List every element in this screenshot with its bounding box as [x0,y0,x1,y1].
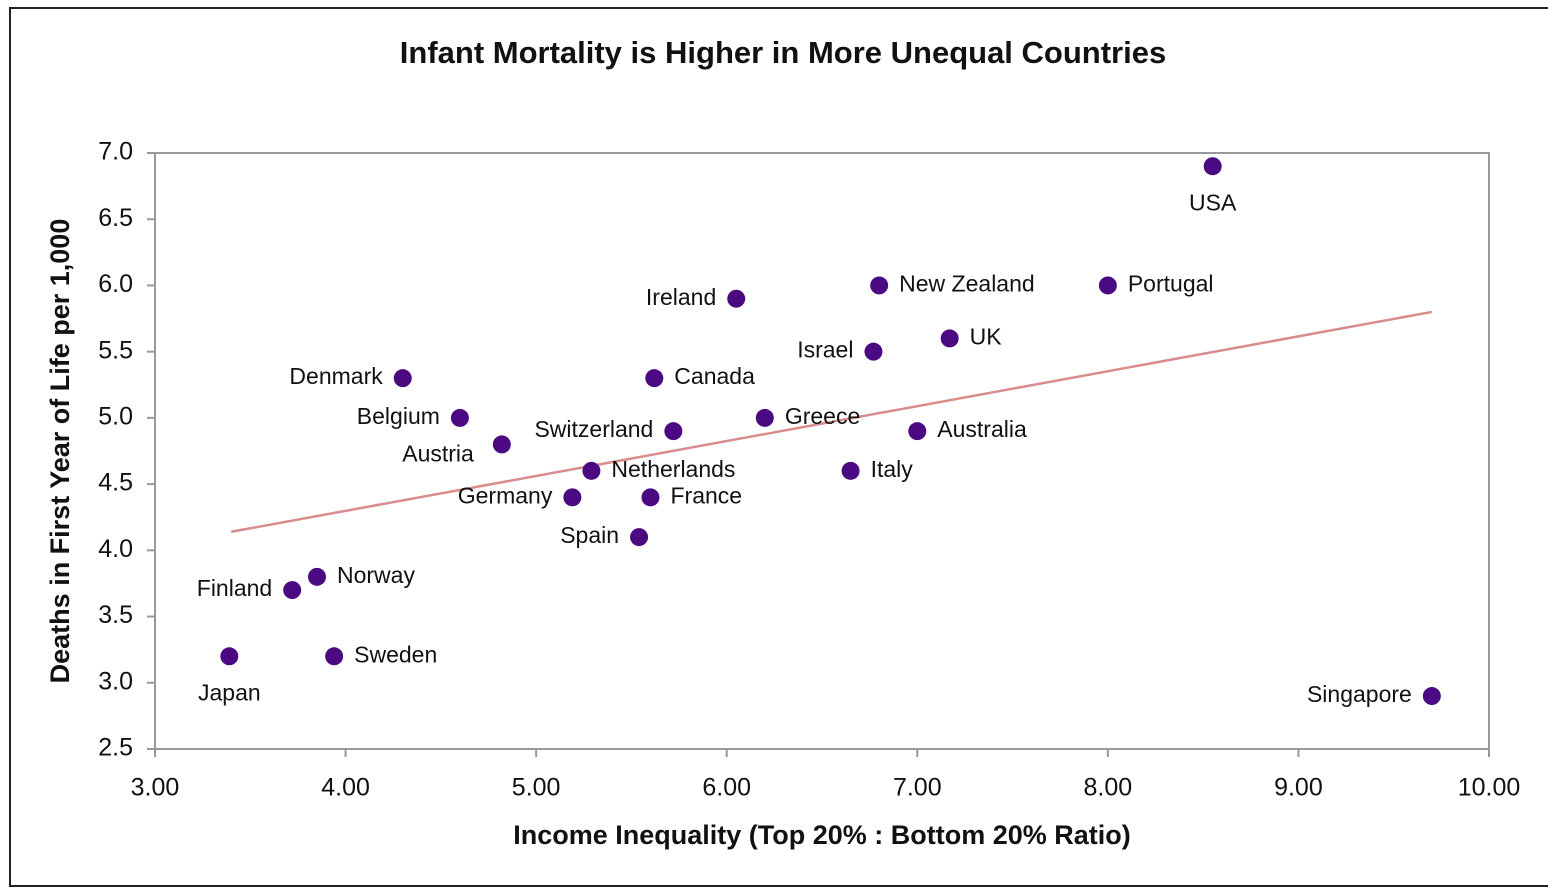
point-label: Singapore [1307,681,1412,707]
point-label: Greece [785,403,860,429]
point-label: New Zealand [899,271,1035,297]
point [1098,276,1117,295]
point [450,408,469,427]
point-label: Japan [198,679,261,705]
y-tick-label: 5.0 [98,402,133,430]
point-label: Finland [197,575,272,601]
x-tick-label: 6.00 [702,774,751,802]
y-tick-label: 2.5 [98,734,133,762]
x-tick-label: 7.00 [893,774,942,802]
x-tick-label: 10.00 [1458,774,1521,802]
y-axis-label: Deaths in First Year of Life per 1,000 [45,219,75,684]
point [645,369,664,388]
y-tick-label: 3.5 [98,601,133,629]
point [908,422,927,441]
y-tick-label: 4.5 [98,469,133,497]
point [1203,157,1222,176]
point [492,435,511,454]
y-tick-label: 5.5 [98,336,133,364]
point-label: Denmark [289,363,383,389]
x-tick-label: 4.00 [321,774,370,802]
point-label: Italy [871,456,914,482]
point [283,581,302,600]
point-label: Netherlands [611,456,735,482]
y-tick-label: 4.0 [98,535,133,563]
point-label: Belgium [357,403,440,429]
point-label: France [670,482,742,508]
point [727,289,746,308]
point [325,647,344,666]
point [563,488,582,507]
point-label: Canada [674,363,755,389]
x-tick-label: 9.00 [1274,774,1323,802]
y-tick-label: 6.5 [98,204,133,232]
point-label: Australia [937,416,1027,442]
point [864,342,883,361]
point [641,488,660,507]
y-tick-label: 7.0 [98,138,133,166]
point-label: Switzerland [534,416,653,442]
plot-area [154,152,1490,750]
x-tick-label: 3.00 [131,774,180,802]
point [220,647,239,666]
point-label: USA [1189,189,1237,215]
point-label: Portugal [1128,271,1214,297]
point-label: Sweden [354,641,437,667]
point [307,567,326,586]
point-label: Spain [560,522,619,548]
point [582,461,601,480]
point-label: Ireland [646,284,716,310]
point [393,369,412,388]
point-label: Austria [402,440,474,466]
trend-line [231,310,1433,534]
x-tick-label: 5.00 [512,774,561,802]
point [940,329,959,348]
point [870,276,889,295]
x-axis-label: Income Inequality (Top 20% : Bottom 20% … [513,820,1131,850]
point [755,408,774,427]
x-tick-label: 8.00 [1084,774,1133,802]
point [664,422,683,441]
point [630,528,649,547]
y-tick-label: 6.0 [98,270,133,298]
point-label: UK [970,324,1003,350]
point-label: Germany [458,482,553,508]
point [1422,687,1441,706]
point [841,461,860,480]
y-tick-label: 3.0 [98,667,133,695]
point-label: Norway [337,562,415,588]
point-label: Israel [797,337,853,363]
chart-title: Infant Mortality is Higher in More Unequ… [400,35,1166,70]
